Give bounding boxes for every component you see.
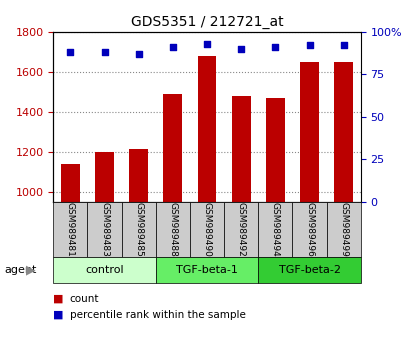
Bar	[326, 202, 360, 257]
Bar	[53, 257, 155, 283]
Text: ▶: ▶	[26, 263, 36, 276]
Bar	[155, 257, 258, 283]
Point	[203, 41, 210, 47]
Bar	[155, 202, 189, 257]
Bar	[258, 257, 360, 283]
Bar	[265, 98, 284, 202]
Text: GSM989494: GSM989494	[270, 202, 279, 257]
Text: GSM989485: GSM989485	[134, 202, 143, 257]
Point	[67, 50, 74, 55]
Text: GSM989488: GSM989488	[168, 202, 177, 257]
Point	[306, 42, 312, 48]
Text: GSM989496: GSM989496	[304, 202, 313, 257]
Bar	[231, 96, 250, 202]
Text: ■: ■	[53, 310, 64, 320]
Bar	[163, 94, 182, 202]
Bar	[53, 202, 87, 257]
Bar	[87, 202, 121, 257]
Point	[135, 51, 142, 57]
Text: GSM989499: GSM989499	[338, 202, 347, 257]
Point	[237, 46, 244, 52]
Bar	[61, 164, 80, 202]
Bar	[258, 202, 292, 257]
Bar	[189, 202, 224, 257]
Title: GDS5351 / 212721_at: GDS5351 / 212721_at	[130, 16, 283, 29]
Bar	[292, 202, 326, 257]
Bar	[129, 149, 148, 202]
Bar	[299, 62, 318, 202]
Point	[272, 44, 278, 50]
Text: GSM989492: GSM989492	[236, 202, 245, 257]
Text: percentile rank within the sample: percentile rank within the sample	[70, 310, 245, 320]
Point	[101, 50, 108, 55]
Point	[339, 42, 346, 48]
Text: count: count	[70, 294, 99, 304]
Text: GSM989481: GSM989481	[66, 202, 75, 257]
Text: ■: ■	[53, 294, 64, 304]
Point	[169, 44, 176, 50]
Bar	[224, 202, 258, 257]
Bar	[121, 202, 155, 257]
Bar	[333, 62, 352, 202]
Text: GSM989490: GSM989490	[202, 202, 211, 257]
Text: TGF-beta-1: TGF-beta-1	[176, 265, 237, 275]
Text: GSM989483: GSM989483	[100, 202, 109, 257]
Text: TGF-beta-2: TGF-beta-2	[278, 265, 340, 275]
Bar	[197, 56, 216, 202]
Text: agent: agent	[4, 265, 36, 275]
Text: control: control	[85, 265, 124, 275]
Bar	[95, 152, 114, 202]
